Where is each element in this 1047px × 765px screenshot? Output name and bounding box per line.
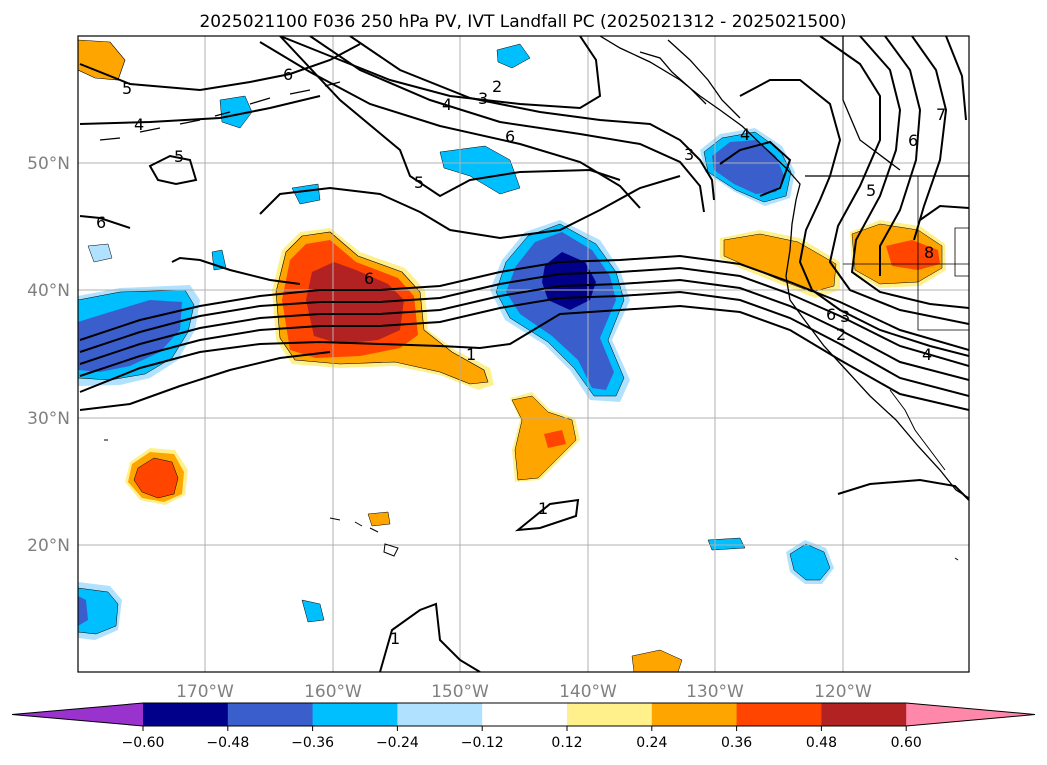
map-frame bbox=[77, 35, 970, 673]
colorbar-segment bbox=[736, 703, 822, 726]
contour-label: 4 bbox=[922, 345, 932, 364]
colorbar-segment bbox=[397, 703, 483, 726]
colorbar-tick-label: −0.12 bbox=[461, 735, 504, 751]
contour-label: 6 bbox=[96, 213, 106, 232]
colorbar-segment bbox=[143, 703, 229, 726]
coastlines bbox=[99, 36, 969, 561]
contour-label: 8 bbox=[924, 243, 934, 262]
shade-negative bbox=[542, 252, 596, 310]
latitude-labels: 50°N 40°N 30°N 20°N bbox=[27, 154, 70, 556]
colorbar-segment bbox=[482, 703, 568, 726]
colorbar-tick-label: 0.60 bbox=[891, 735, 922, 751]
shade-negative bbox=[291, 183, 321, 205]
colorbar-tick-label: 0.12 bbox=[551, 735, 582, 751]
colorbar-tick-label: −0.60 bbox=[122, 735, 165, 751]
shade-positive bbox=[723, 233, 837, 293]
lon-label-150w: 150°W bbox=[431, 682, 489, 702]
shade-positive bbox=[78, 39, 126, 81]
gridlines bbox=[78, 36, 969, 672]
pv-contours bbox=[79, 36, 969, 672]
colorbar-tick-label: 0.36 bbox=[721, 735, 752, 751]
colorbar-segment bbox=[312, 703, 398, 726]
contour-label: 6 bbox=[505, 127, 515, 146]
colorbar-tick-label: −0.24 bbox=[376, 735, 419, 751]
contour-label: 3 bbox=[684, 145, 694, 164]
colorbar-tick-label: 0.24 bbox=[636, 735, 667, 751]
shade-negative bbox=[78, 596, 88, 626]
longitude-labels: 170°W 160°W 150°W 140°W 130°W 120°W bbox=[176, 682, 872, 702]
lat-label-50n: 50°N bbox=[27, 154, 70, 174]
lon-label-140w: 140°W bbox=[559, 682, 617, 702]
shade-negative bbox=[87, 243, 113, 263]
colorbar-tick-label: −0.48 bbox=[206, 735, 249, 751]
shade-negative bbox=[712, 140, 784, 194]
colorbar-tick-label: −0.36 bbox=[291, 735, 334, 751]
contour-label: 5 bbox=[174, 147, 184, 166]
shade-positive bbox=[631, 649, 683, 672]
colorbar-extend-high bbox=[906, 703, 1035, 726]
contour-label: 1 bbox=[538, 499, 548, 518]
colorbar-segment bbox=[821, 703, 907, 726]
lat-label-20n: 20°N bbox=[27, 536, 70, 556]
contour-label: 1 bbox=[390, 629, 400, 648]
lat-label-40n: 40°N bbox=[27, 281, 70, 301]
contour-label: 5 bbox=[866, 181, 876, 200]
lon-label-170w: 170°W bbox=[176, 682, 234, 702]
lon-label-160w: 160°W bbox=[304, 682, 362, 702]
contour-label: 3 bbox=[840, 307, 850, 326]
lat-label-30n: 30°N bbox=[27, 409, 70, 429]
colorbar-segment bbox=[651, 703, 738, 726]
contour-label: 3 bbox=[478, 89, 488, 108]
contour-label: 5 bbox=[122, 79, 132, 98]
contour-label: 6 bbox=[364, 269, 374, 288]
shade-negative bbox=[301, 599, 325, 623]
shade-positive bbox=[544, 430, 566, 448]
contour-labels: 6 2 3 4 5 4 5 6 6 5 6 3 4 7 6 5 8 6 1 3 … bbox=[96, 65, 946, 648]
colorbar-segment bbox=[567, 703, 653, 726]
shade-negative bbox=[78, 587, 119, 635]
colorbar-extend-low bbox=[12, 703, 143, 726]
shade-negative bbox=[496, 43, 531, 69]
shade-positive bbox=[367, 511, 391, 527]
colorbar-tick-label: 0.48 bbox=[806, 735, 837, 751]
shade-positive bbox=[133, 457, 179, 499]
contour-label: 5 bbox=[414, 173, 424, 192]
contour-label: 4 bbox=[442, 95, 452, 114]
colorbar-segment bbox=[227, 703, 314, 726]
shade-positive bbox=[886, 240, 940, 270]
contour-label: 6 bbox=[908, 131, 918, 150]
contour-label: 6 bbox=[826, 305, 836, 324]
shade-negative bbox=[439, 145, 521, 195]
contour-label: 2 bbox=[492, 77, 502, 96]
lon-label-120w: 120°W bbox=[814, 682, 872, 702]
contour-label: 2 bbox=[836, 325, 846, 344]
contour-label: 1 bbox=[466, 345, 476, 364]
contour-label: 6 bbox=[283, 65, 293, 84]
colorbar: −0.60 −0.48 −0.36 −0.24 −0.12 0.12 0.24 0.36 0.4… bbox=[11, 702, 1036, 751]
lon-label-130w: 130°W bbox=[686, 682, 744, 702]
figure-title: 2025021100 F036 250 hPa PV, IVT Landfall… bbox=[199, 12, 846, 32]
shade-negative bbox=[707, 537, 746, 551]
shade-positive bbox=[511, 395, 577, 481]
contour-label: 4 bbox=[740, 125, 750, 144]
contour-label: 4 bbox=[134, 115, 144, 134]
contour-label: 7 bbox=[936, 105, 946, 124]
